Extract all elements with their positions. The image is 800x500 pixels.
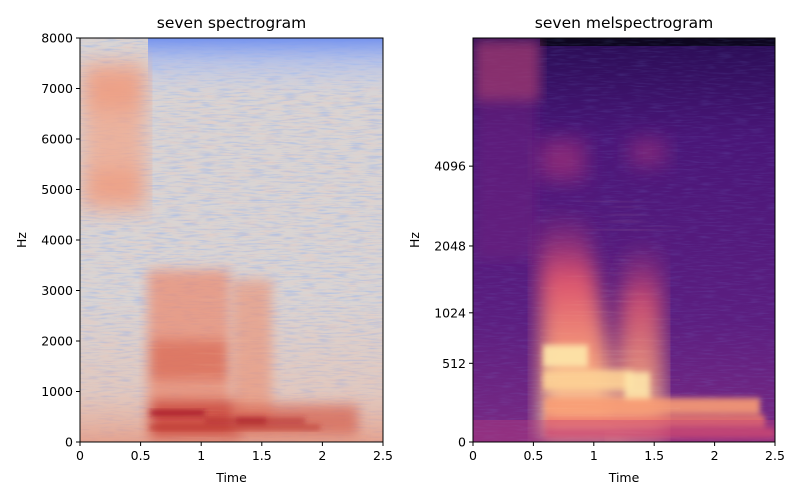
spectrogram-ticks: 0 0.5 1 1.5 2 2.5 0 1000 2000 3000 4000 5000 6000 700… <box>41 31 393 464</box>
spectrogram-panel: 0 0.5 1 1.5 2 2.5 0 1000 2000 3000 4000 5000 6000 700… <box>14 14 393 485</box>
melspectrogram-xtick-label: 0 <box>469 448 477 463</box>
melspectrogram-heatmap <box>473 38 775 442</box>
spectrogram-xtick-label: 1.5 <box>252 448 272 463</box>
melspectrogram-xtick-label: 0.5 <box>523 448 543 463</box>
spectrogram-ytick-label: 0 <box>65 435 73 450</box>
spectrogram-ytick-label: 2000 <box>41 334 73 349</box>
spectrogram-xtick-label: 2.5 <box>373 448 393 463</box>
melspectrogram-title: seven melspectrogram <box>535 14 713 32</box>
melspectrogram-xtick-label: 2.5 <box>765 448 785 463</box>
melspectrogram-ytick-label: 512 <box>442 356 466 371</box>
melspectrogram-xtick-label: 1 <box>590 448 598 463</box>
melspectrogram-ytick-label: 4096 <box>434 159 466 174</box>
spectrogram-xtick-label: 0.5 <box>131 448 151 463</box>
spectrogram-heatmap <box>80 38 383 442</box>
spectrogram-title: seven spectrogram <box>157 14 306 32</box>
melspectrogram-frame <box>472 37 776 443</box>
melspectrogram-xtick-label: 1.5 <box>644 448 664 463</box>
spectrogram-ytick-label: 4000 <box>41 233 73 248</box>
melspectrogram-panel: 0 0.5 1 1.5 2 2.5 0 512 1024 2048 4096 seven melsp… <box>407 14 785 485</box>
melspectrogram-xtick-label: 2 <box>711 448 719 463</box>
spectrogram-ytick-label: 8000 <box>41 31 73 46</box>
spectrogram-ytick-label: 1000 <box>41 384 73 399</box>
melspectrogram-ytick-label: 1024 <box>434 305 466 320</box>
spectrogram-xtick-label: 2 <box>318 448 326 463</box>
melspectrogram-ylabel: Hz <box>407 232 422 248</box>
spectrogram-ytick-label: 7000 <box>41 81 73 96</box>
melspectrogram-ytick-label: 2048 <box>434 238 466 253</box>
spectrogram-xlabel: Time <box>215 470 247 485</box>
spectrogram-xtick-label: 1 <box>197 448 205 463</box>
spectrogram-ytick-label: 3000 <box>41 283 73 298</box>
spectrogram-ytick-label: 6000 <box>41 132 73 147</box>
melspectrogram-xlabel: Time <box>608 470 640 485</box>
spectrogram-xtick-label: 0 <box>76 448 84 463</box>
spectrogram-ytick-label: 5000 <box>41 182 73 197</box>
spectrogram-ylabel: Hz <box>14 232 29 248</box>
melspectrogram-ytick-label: 0 <box>458 435 466 450</box>
melspectrogram-ticks: 0 0.5 1 1.5 2 2.5 0 512 1024 2048 4096 <box>434 159 785 463</box>
